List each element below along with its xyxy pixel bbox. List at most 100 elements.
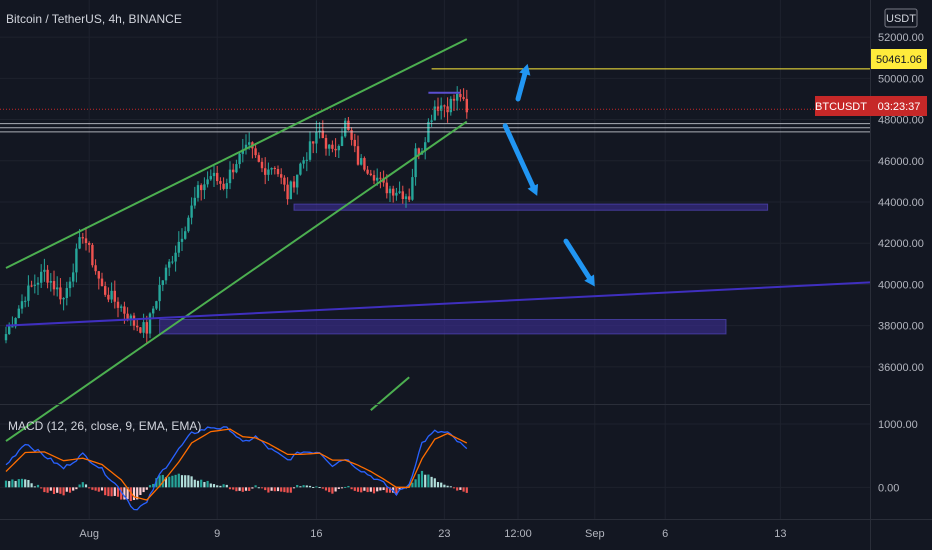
macd-histogram-bar[interactable]: [452, 487, 456, 489]
candle-body[interactable]: [398, 191, 401, 193]
candle-body[interactable]: [350, 130, 353, 140]
candle-body[interactable]: [158, 285, 161, 302]
macd-histogram-bar[interactable]: [209, 483, 212, 488]
candle-body[interactable]: [168, 261, 171, 268]
macd-histogram-bar[interactable]: [171, 475, 174, 488]
candle-body[interactable]: [152, 308, 155, 314]
candle-body[interactable]: [24, 300, 27, 302]
macd-histogram-bar[interactable]: [120, 487, 123, 500]
candle-body[interactable]: [78, 237, 81, 249]
macd-histogram-bar[interactable]: [337, 487, 340, 489]
macd-histogram-bar[interactable]: [270, 487, 273, 491]
macd-histogram-bar[interactable]: [427, 474, 430, 488]
macd-histogram-bar[interactable]: [200, 479, 203, 488]
candle-body[interactable]: [276, 169, 280, 175]
macd-line[interactable]: [5, 426, 468, 511]
macd-histogram-bar[interactable]: [168, 476, 171, 488]
macd-histogram-bar[interactable]: [276, 487, 280, 492]
macd-histogram-bar[interactable]: [49, 487, 52, 491]
macd-histogram-bar[interactable]: [68, 487, 72, 493]
macd-histogram-bar[interactable]: [88, 487, 91, 489]
macd-histogram-bar[interactable]: [459, 487, 462, 490]
candle-body[interactable]: [360, 158, 363, 165]
candle-body[interactable]: [81, 237, 84, 239]
candle-body[interactable]: [302, 160, 305, 164]
macd-histogram-bar[interactable]: [203, 481, 206, 488]
candle-body[interactable]: [241, 149, 244, 154]
macd-histogram-bar[interactable]: [260, 487, 264, 489]
macd-histogram-bar[interactable]: [366, 487, 369, 493]
macd-histogram-bar[interactable]: [27, 479, 30, 488]
macd-histogram-bar[interactable]: [318, 487, 321, 489]
candle-body[interactable]: [209, 176, 212, 180]
signal-arrow-head-down[interactable]: [584, 274, 595, 287]
macd-histogram-bar[interactable]: [222, 484, 225, 488]
macd-histogram-bar[interactable]: [75, 487, 78, 490]
macd-histogram-bar[interactable]: [331, 487, 334, 494]
macd-histogram-bar[interactable]: [193, 479, 196, 488]
macd-histogram-bar[interactable]: [388, 487, 392, 493]
macd-histogram-bar[interactable]: [62, 487, 65, 496]
candle-body[interactable]: [376, 177, 379, 181]
macd-histogram-bar[interactable]: [465, 487, 468, 493]
candle-body[interactable]: [40, 271, 43, 283]
macd-histogram-bar[interactable]: [395, 487, 398, 496]
candle-body[interactable]: [337, 145, 340, 151]
candle-body[interactable]: [404, 196, 408, 200]
candle-body[interactable]: [142, 322, 145, 333]
macd-histogram-bar[interactable]: [372, 487, 376, 494]
macd-histogram-bar[interactable]: [33, 486, 36, 488]
macd-histogram-bar[interactable]: [78, 484, 81, 488]
candle-body[interactable]: [212, 172, 216, 177]
macd-histogram-bar[interactable]: [174, 474, 177, 488]
macd-histogram-bar[interactable]: [152, 483, 155, 488]
channel-upper-line[interactable]: [5, 38, 468, 269]
macd-histogram-bar[interactable]: [91, 487, 94, 490]
macd-histogram-bar[interactable]: [238, 487, 241, 491]
candle-body[interactable]: [280, 174, 283, 178]
candle-body[interactable]: [222, 183, 225, 189]
channel-lower-line[interactable]: [5, 120, 468, 442]
candle-body[interactable]: [219, 181, 222, 184]
macd-histogram-bar[interactable]: [417, 474, 420, 488]
macd-histogram-bar[interactable]: [264, 487, 267, 491]
macd-histogram-bar[interactable]: [302, 485, 305, 488]
candle-body[interactable]: [164, 267, 168, 281]
candle-body[interactable]: [120, 306, 123, 308]
macd-histogram-bar[interactable]: [94, 487, 97, 491]
candle-body[interactable]: [11, 326, 14, 328]
candle-body[interactable]: [465, 98, 468, 113]
candle-body[interactable]: [84, 238, 88, 243]
macd-histogram-bar[interactable]: [56, 487, 59, 493]
candle-body[interactable]: [62, 298, 65, 300]
macd-histogram-bar[interactable]: [104, 487, 107, 496]
candle-body[interactable]: [46, 269, 49, 283]
candle-body[interactable]: [126, 313, 129, 321]
macd-histogram-bar[interactable]: [190, 476, 193, 488]
candle-body[interactable]: [17, 308, 20, 319]
macd-histogram-bar[interactable]: [8, 481, 11, 488]
macd-histogram-bar[interactable]: [340, 487, 344, 489]
candle-body[interactable]: [52, 281, 56, 290]
candle-body[interactable]: [385, 182, 388, 194]
candle-body[interactable]: [193, 197, 196, 206]
candle-body[interactable]: [312, 141, 315, 144]
candle-body[interactable]: [88, 242, 91, 245]
signal-arrow-up[interactable]: [515, 67, 529, 102]
candle-body[interactable]: [139, 327, 142, 333]
macd-histogram-bar[interactable]: [225, 484, 228, 488]
candle-body[interactable]: [440, 105, 443, 111]
candle-body[interactable]: [72, 272, 75, 282]
macd-histogram-bar[interactable]: [283, 487, 286, 493]
macd-histogram-bar[interactable]: [4, 480, 8, 488]
candle-body[interactable]: [238, 153, 241, 165]
signal-arrow-head-up[interactable]: [519, 63, 531, 76]
macd-histogram-bar[interactable]: [398, 487, 401, 490]
macd-indicator-label[interactable]: MACD (12, 26, close, 9, EMA, EMA): [8, 419, 201, 433]
candle-body[interactable]: [363, 158, 366, 170]
macd-histogram-bar[interactable]: [353, 487, 356, 491]
candle-body[interactable]: [459, 93, 462, 98]
macd-histogram-bar[interactable]: [81, 482, 84, 488]
macd-histogram-bar[interactable]: [462, 487, 465, 492]
macd-histogram-bar[interactable]: [347, 485, 350, 488]
